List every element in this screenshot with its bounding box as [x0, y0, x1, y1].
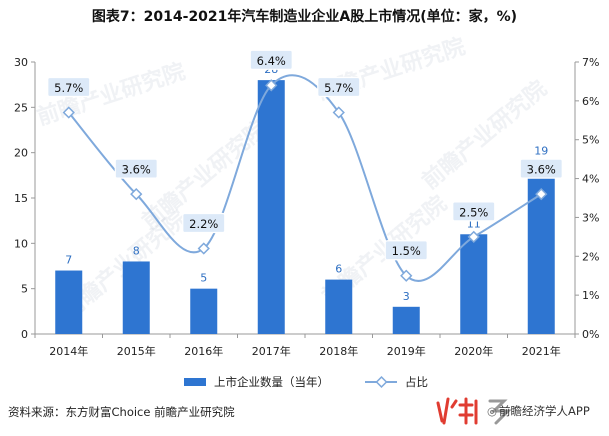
bar-data-label: 19	[534, 145, 548, 158]
share-data-label: 2.2%	[189, 217, 218, 231]
y-right-tick-label: 1%	[582, 289, 599, 302]
bar-mark	[122, 261, 150, 334]
y-left-tick-label: 15	[14, 192, 28, 205]
share-point-mark	[62, 106, 75, 119]
chart-title: 图表7：2014-2021年汽车制造业企业A股上市情况(单位：家，%)	[91, 9, 518, 25]
y-right-tick-label: 6%	[582, 95, 599, 108]
share-point-mark	[535, 187, 548, 201]
x-tick-label: 2020年	[454, 344, 493, 358]
share-label-box	[519, 158, 563, 179]
y-left-tick-label: 25	[14, 101, 28, 114]
chart-bubble-icon: ◎	[487, 404, 498, 418]
share-data-label: 5.7%	[54, 81, 83, 95]
x-tick-label: 2018年	[319, 344, 358, 358]
share-point-mark	[197, 242, 210, 255]
y-right-tick-label: 3%	[582, 211, 599, 224]
bar-mark	[190, 288, 218, 334]
brand-logo-icon	[436, 397, 512, 425]
y-right-tick-label: 5%	[582, 134, 599, 147]
brand-label: ◎ 前瞻经济学人APP	[487, 403, 590, 419]
share-point-mark	[265, 79, 278, 92]
bar-data-label: 7	[65, 254, 72, 267]
y-right-tick-label: 2%	[582, 250, 599, 263]
share-label-box	[384, 240, 428, 261]
brand-text: 前瞻经济学人APP	[499, 404, 590, 418]
x-tick-label: 2014年	[49, 344, 88, 358]
x-tick-label: 2019年	[387, 344, 426, 358]
share-label-box	[249, 49, 293, 70]
share-label-box	[317, 76, 361, 98]
share-data-label: 3.6%	[122, 163, 151, 177]
y-left-tick-label: 0	[21, 328, 28, 341]
legend-bar-label: 上市企业数量（当年）	[214, 375, 329, 389]
legend-line-label: 占比	[405, 375, 428, 389]
bar-mark	[460, 234, 488, 334]
share-label-box	[47, 76, 91, 98]
y-left-tick-label: 5	[21, 283, 28, 296]
y-left-tick-label: 30	[14, 56, 28, 69]
bar-data-label: 8	[133, 244, 140, 257]
share-data-label: 5.7%	[324, 81, 353, 95]
share-label-box	[182, 212, 226, 234]
bar-data-label: 6	[335, 263, 342, 276]
x-tick-label: 2017年	[252, 344, 291, 358]
share-line-series	[67, 74, 542, 282]
bar-mark	[392, 306, 420, 334]
x-tick-label: 2016年	[184, 344, 223, 358]
share-data-label: 2.5%	[459, 205, 488, 219]
y-left-tick-label: 10	[14, 237, 28, 250]
bar-mark	[325, 279, 353, 334]
y-left-tick-label: 20	[14, 147, 28, 160]
bar-data-label: 3	[403, 290, 410, 303]
share-data-label: 3.6%	[527, 163, 556, 177]
share-point-mark	[467, 230, 480, 244]
share-label-box	[452, 201, 496, 222]
share-point-mark	[332, 106, 345, 119]
share-point-mark	[400, 269, 413, 282]
x-tick-label: 2015年	[117, 344, 156, 358]
bar-mark	[257, 80, 285, 334]
share-data-label: 6.4%	[257, 54, 286, 68]
share-label-box	[114, 158, 158, 179]
y-right-tick-label: 0%	[582, 328, 599, 341]
y-right-tick-label: 4%	[582, 173, 599, 186]
bar-mark	[527, 161, 555, 334]
share-point-mark	[130, 187, 143, 201]
x-tick-label: 2021年	[522, 344, 561, 358]
y-right-tick-label: 7%	[582, 56, 599, 69]
share-data-label: 1.5%	[392, 244, 421, 258]
bar-mark	[55, 270, 83, 334]
legend-bar-swatch	[184, 378, 206, 386]
bar-data-label: 5	[200, 272, 207, 285]
legend-line-marker	[375, 375, 388, 389]
source-note: 资料来源：东方财富Choice 前瞻产业研究院	[8, 405, 235, 419]
